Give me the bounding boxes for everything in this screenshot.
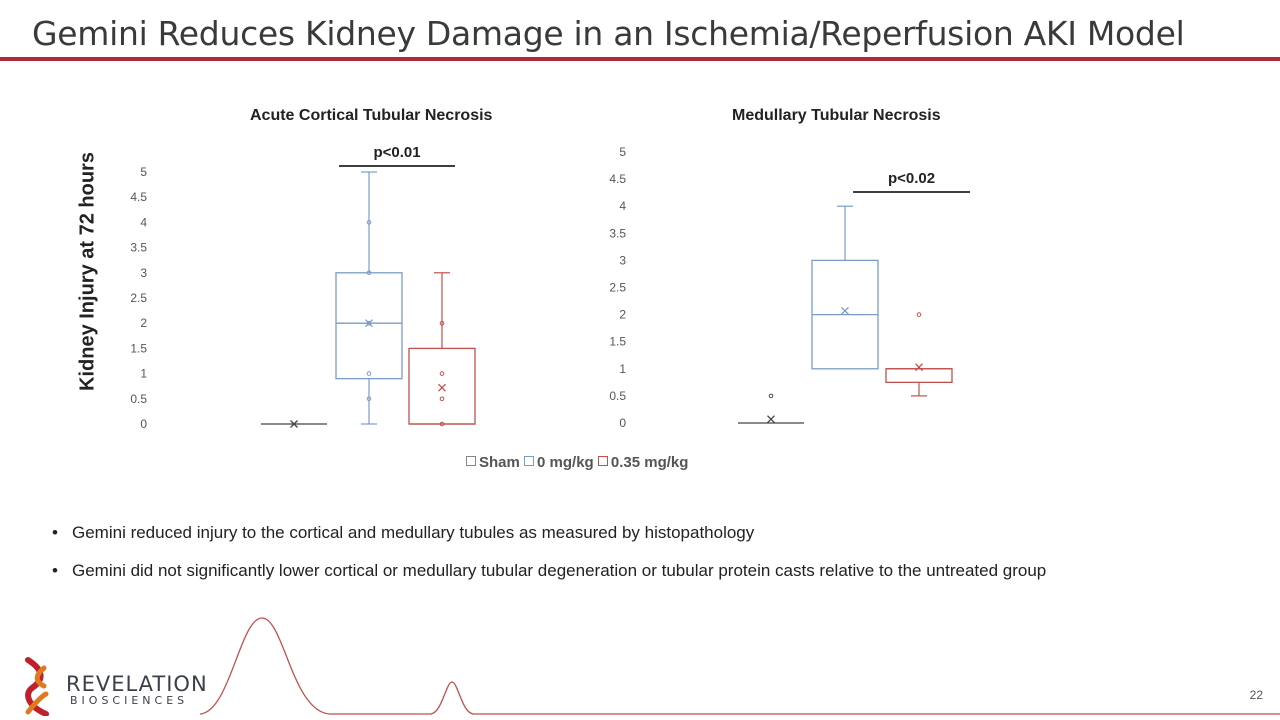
data-point: [916, 312, 922, 317]
legend-label-0mg: 0 mg/kg: [537, 454, 594, 471]
y-tick-label: 5: [619, 145, 626, 159]
bullet-item: Gemini reduced injury to the cortical an…: [52, 520, 1152, 546]
slide-title: Gemini Reduces Kidney Damage in an Ische…: [32, 14, 1185, 53]
chart-title-cortical: Acute Cortical Tubular Necrosis: [250, 107, 493, 124]
y-tick-label: 1.5: [130, 341, 147, 355]
box-mean-marker: [915, 363, 923, 372]
y-tick-label: 2: [619, 308, 626, 322]
y-tick-label: 0: [619, 416, 626, 430]
data-point: [366, 320, 372, 326]
legend-item-0mg: 0 mg/kg: [524, 454, 594, 471]
y-tick-label: 3: [619, 253, 626, 267]
box-mean-marker: [438, 383, 446, 392]
y-tick-label: 2.5: [609, 281, 626, 295]
chart-title-medullary: Medullary Tubular Necrosis: [732, 107, 941, 124]
data-point: [439, 396, 445, 402]
data-point: [366, 371, 372, 376]
logo-text-biosciences: BIOSCIENCES: [70, 694, 189, 707]
logo-text-revelation: REVELATION: [66, 672, 208, 696]
y-tick-label: 4: [140, 215, 147, 229]
significance-label: p<0.01: [373, 144, 420, 161]
data-point: [439, 371, 445, 376]
legend-swatch-sham: [466, 456, 476, 466]
y-tick-label: 2: [140, 316, 147, 330]
y-tick-label: 1.5: [609, 335, 626, 349]
title-rule: [0, 57, 1280, 61]
data-point: [439, 421, 445, 427]
y-tick-label: 1: [140, 367, 147, 381]
y-tick-label: 0.5: [130, 392, 147, 406]
y-tick-label: 1: [619, 362, 626, 376]
legend-item-sham: Sham: [466, 454, 520, 471]
data-point: [366, 220, 372, 225]
data-point: [366, 396, 372, 402]
bullet-item: Gemini did not significantly lower corti…: [52, 558, 1152, 584]
legend-label-sham: Sham: [479, 454, 520, 471]
legend-swatch-035mg: [597, 456, 608, 466]
y-tick-label: 4: [619, 199, 626, 213]
revelation-logo-icon: [25, 657, 49, 716]
box-mean-marker: [290, 420, 298, 428]
y-tick-label: 0: [140, 417, 147, 431]
box-mean-marker: [841, 306, 849, 315]
box-iqr: [335, 272, 403, 380]
y-tick-label: 3.5: [130, 241, 147, 255]
y-tick-label: 0.5: [609, 389, 626, 403]
page-number: 22: [1249, 688, 1263, 702]
box-mean-marker: [767, 415, 775, 424]
box-mean-marker: [365, 319, 373, 328]
legend-item-035mg: 0.35 mg/kg: [597, 454, 689, 471]
bullet-list: Gemini reduced injury to the cortical an…: [52, 520, 1152, 596]
data-point: [768, 393, 774, 399]
significance-label: p<0.02: [888, 170, 935, 187]
y-tick-label: 2.5: [130, 291, 147, 305]
y-tick-label: 3: [140, 266, 147, 280]
legend-label-035mg: 0.35 mg/kg: [610, 454, 689, 471]
y-tick-label: 3.5: [609, 226, 626, 240]
y-tick-label: 4.5: [130, 190, 147, 204]
y-tick-label: 4.5: [609, 172, 626, 186]
legend-swatch-0mg: [524, 456, 535, 466]
chart-legend: Sham 0 mg/kg 0.35 mg/kg: [466, 454, 688, 471]
y-tick-label: 5: [140, 165, 147, 179]
data-point: [439, 320, 445, 326]
data-point: [366, 270, 372, 276]
